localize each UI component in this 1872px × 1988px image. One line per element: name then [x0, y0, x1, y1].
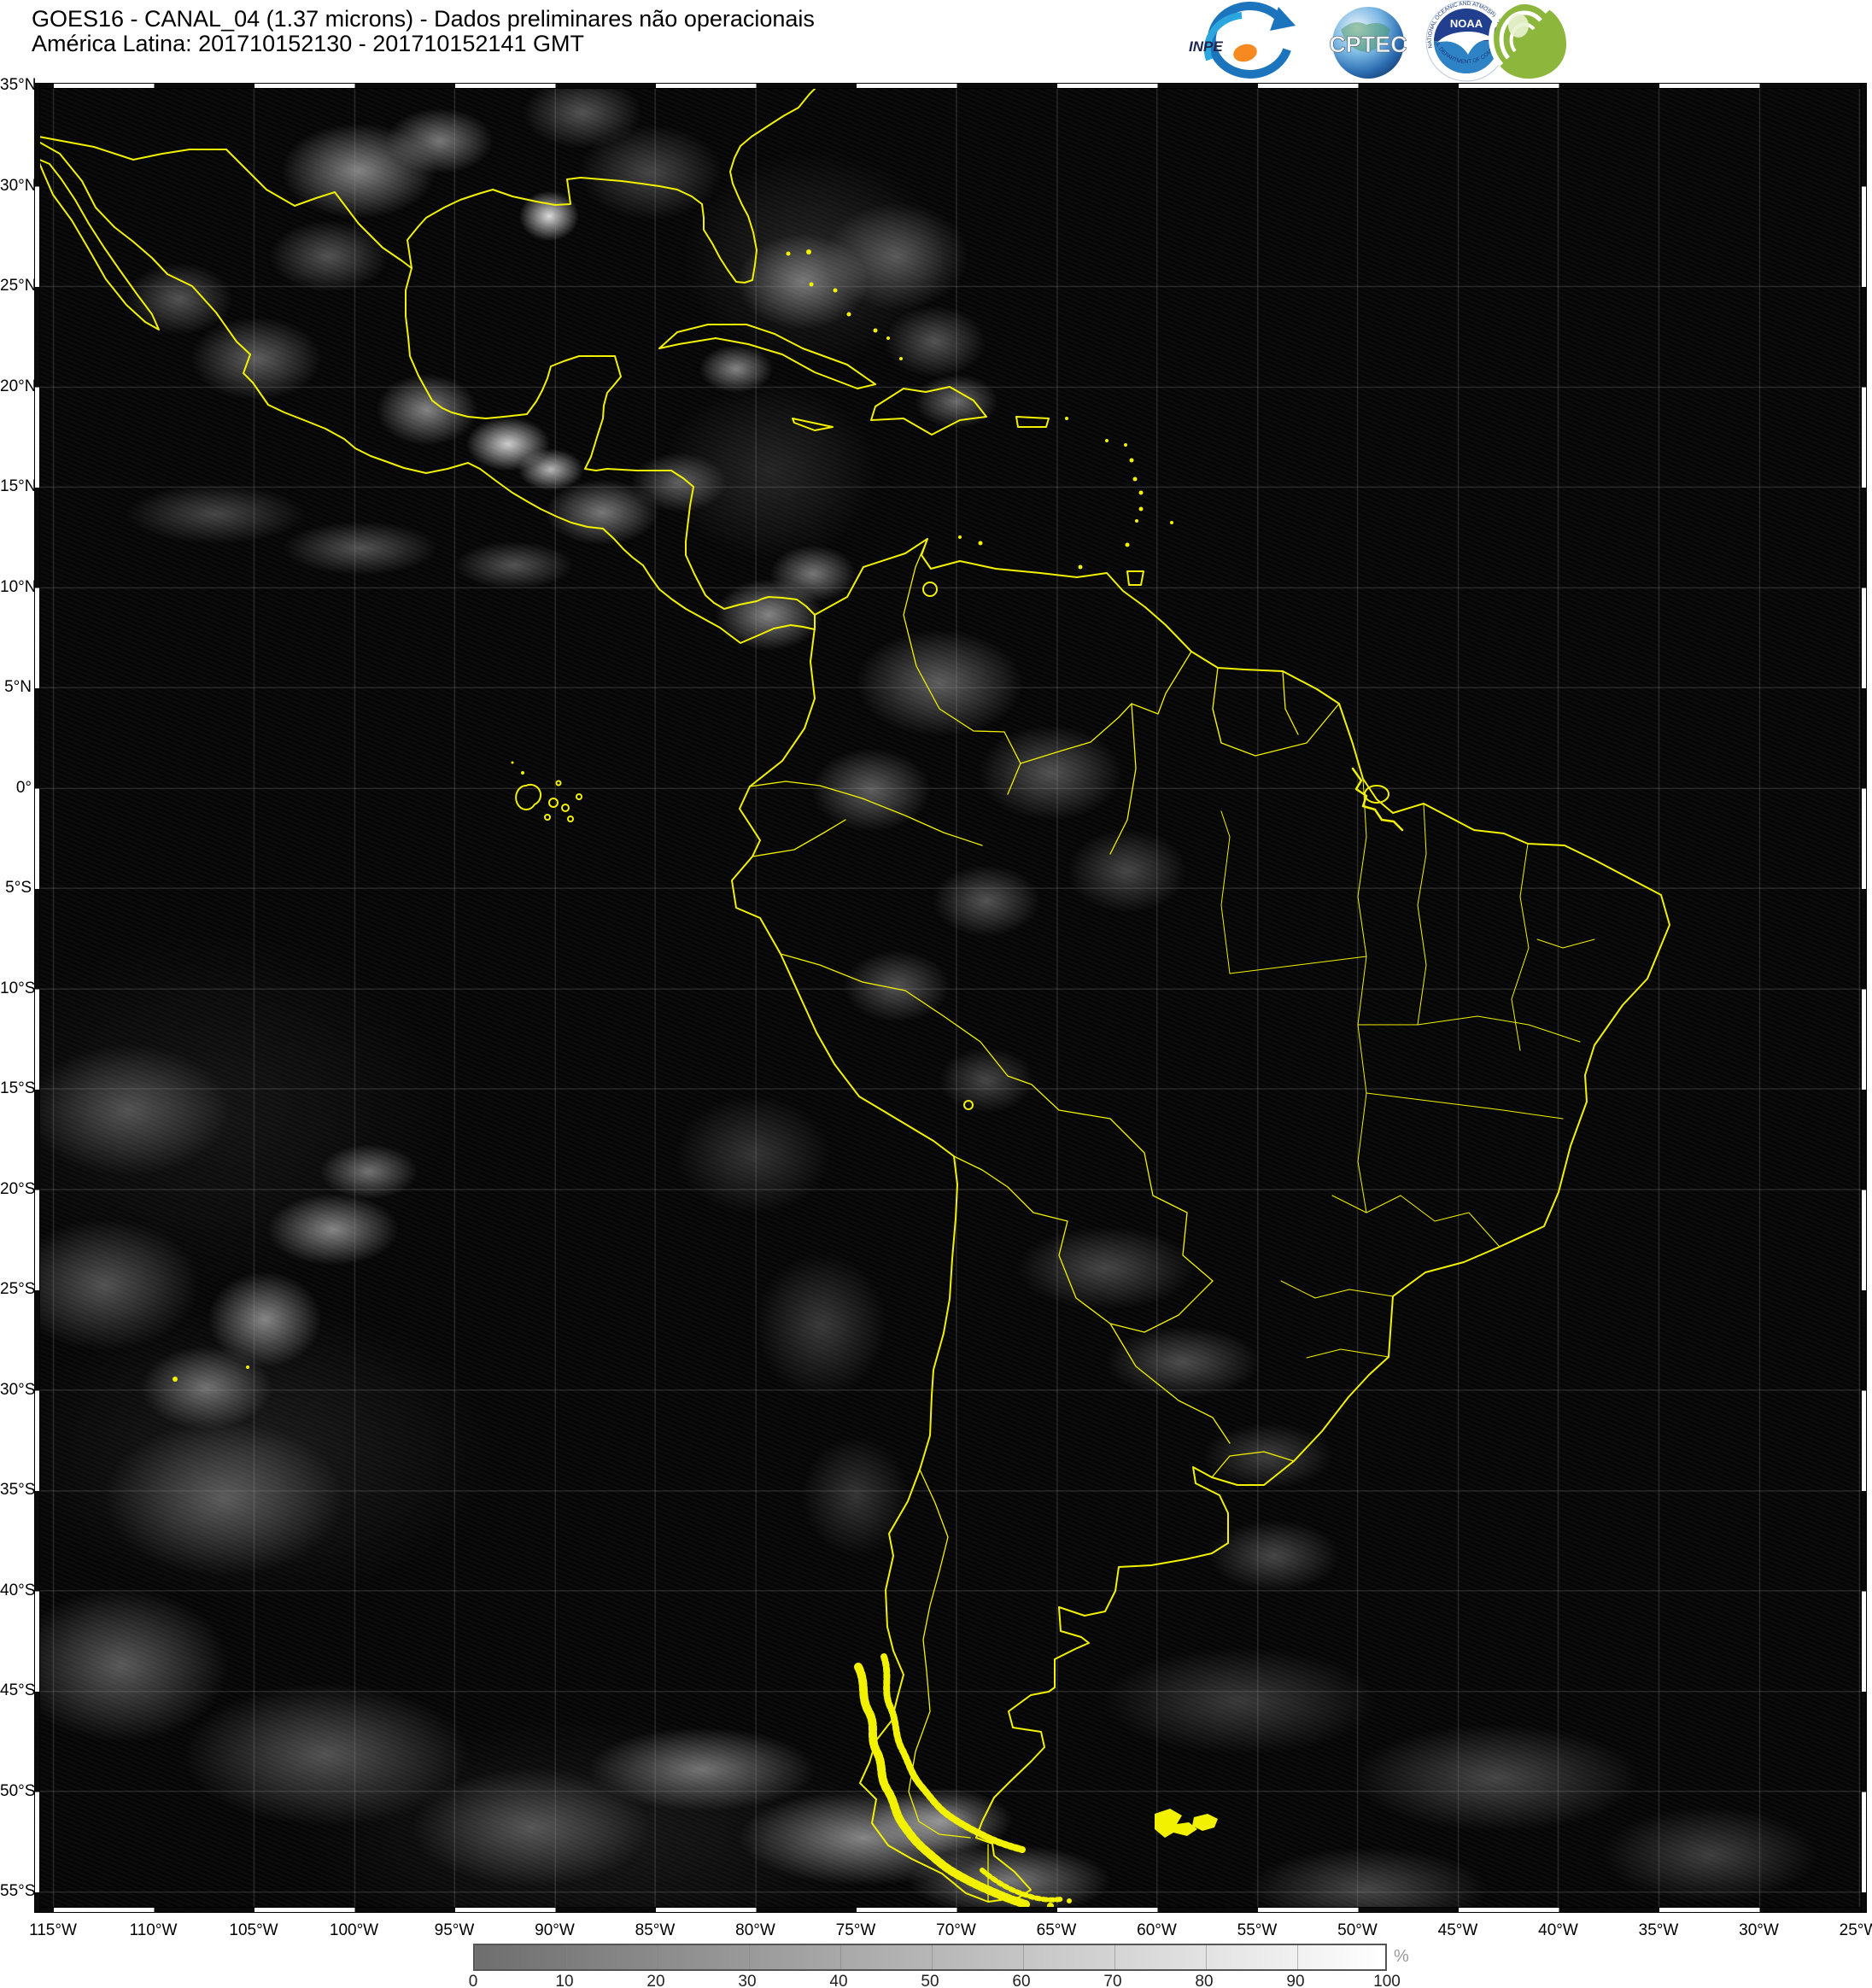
svg-text:CPTEC: CPTEC — [1329, 32, 1407, 57]
lat-label: 20°N — [0, 377, 37, 395]
map-border-top — [34, 83, 1867, 89]
lat-label: 0° — [15, 778, 32, 797]
lon-label: 110°W — [129, 1921, 178, 1939]
lat-label: 55°S — [0, 1882, 36, 1900]
cptec-logo: CPTEC — [1329, 7, 1407, 79]
lat-label: 25°S — [0, 1280, 36, 1298]
map-border-bottom — [34, 1907, 1867, 1913]
lon-label: 95°W — [434, 1921, 475, 1939]
colorbar-tick-label: 50 — [921, 1973, 939, 1988]
patagonia-fjords — [854, 1653, 1063, 1907]
lat-label: 25°N — [0, 277, 37, 295]
galapagos-islands — [511, 761, 582, 822]
lat-label: 15°S — [0, 1079, 36, 1097]
lon-label: 85°W — [635, 1921, 676, 1939]
lake-maracaibo — [922, 582, 938, 597]
inpe-logo: INPE — [1189, 1, 1296, 79]
lat-label: 35°S — [0, 1481, 36, 1499]
colorbar-tick-label: 40 — [829, 1973, 848, 1988]
svg-text:INPE: INPE — [1189, 38, 1223, 55]
title-line-2: América Latina: 201710152130 - 201710152… — [32, 31, 584, 56]
amazon-delta — [1351, 767, 1404, 832]
colorbar-tick-label: 80 — [1195, 1973, 1214, 1988]
lon-label: 105°W — [229, 1921, 278, 1939]
lat-label: 50°S — [0, 1781, 36, 1800]
lon-label: 80°W — [735, 1921, 775, 1939]
lon-label: 50°W — [1337, 1921, 1378, 1939]
lake-titicaca — [963, 1100, 974, 1110]
lat-label: 30°N — [0, 176, 37, 195]
lat-label: 10°N — [0, 577, 37, 596]
lat-label: 40°S — [0, 1581, 36, 1599]
colorbar-tick-label: 10 — [555, 1973, 574, 1988]
colorbar-tick-label: 60 — [1012, 1973, 1031, 1988]
lat-label: 5°N — [4, 678, 32, 696]
lon-label: 70°W — [936, 1921, 976, 1939]
lon-label: 30°W — [1739, 1921, 1779, 1939]
coast-north-america — [40, 89, 816, 284]
lon-label: 40°W — [1538, 1921, 1578, 1939]
colorbar-tick-label: 90 — [1286, 1973, 1305, 1988]
lon-label: 55°W — [1237, 1921, 1278, 1939]
lat-label: 10°S — [0, 979, 36, 997]
colorbar — [473, 1944, 1387, 1971]
lon-label: 90°W — [535, 1921, 575, 1939]
colorbar-tick-label: 30 — [738, 1973, 757, 1988]
lat-label: 20°S — [0, 1179, 36, 1198]
coast-south-america — [731, 538, 1670, 1903]
map-border-left — [34, 83, 40, 1913]
lon-label: 75°W — [835, 1921, 876, 1939]
lon-label: 115°W — [29, 1921, 77, 1939]
colorbar-tick-label: 70 — [1103, 1973, 1122, 1988]
geonetcast-egg-icon — [1489, 0, 1566, 79]
lon-label: 35°W — [1638, 1921, 1679, 1939]
marajo-island — [1364, 785, 1389, 804]
island-specks — [173, 249, 1173, 1382]
brazil-state-borders — [1220, 778, 1595, 1359]
svg-text:NOAA: NOAA — [1450, 17, 1483, 30]
lon-label: 60°W — [1137, 1921, 1177, 1939]
lat-label: 30°S — [0, 1380, 36, 1399]
header: GOES16 - CANAL_04 (1.37 microns) - Dados… — [32, 7, 815, 56]
colorbar-tick-label: 0 — [468, 1973, 478, 1988]
lon-label: 45°W — [1437, 1921, 1478, 1939]
lat-label: 35°N — [0, 76, 37, 94]
country-borders — [749, 538, 1340, 1903]
title-line-1: GOES16 - CANAL_04 (1.37 microns) - Dados… — [32, 6, 815, 32]
lon-label: 100°W — [329, 1921, 379, 1939]
coast-baja-california — [40, 159, 160, 330]
coast-yucatan-caribbean — [405, 267, 816, 616]
lon-label: 65°W — [1036, 1921, 1077, 1939]
lat-label: 45°S — [0, 1681, 36, 1699]
lat-label: 15°N — [0, 477, 37, 495]
coast-mexico-pacific — [40, 141, 816, 644]
colorbar-unit: % — [1394, 1947, 1409, 1966]
map-border-right — [1861, 83, 1867, 1913]
colorbar-tick-label: 20 — [646, 1973, 665, 1988]
lat-label: 5°S — [5, 879, 32, 897]
falkland-islands — [1155, 1809, 1218, 1838]
tierra-del-fuego-islands — [1047, 1898, 1072, 1907]
caribbean-islands — [658, 324, 1144, 586]
lon-label: 25°W — [1839, 1921, 1872, 1939]
colorbar-tick-label: 100 — [1373, 1973, 1401, 1988]
